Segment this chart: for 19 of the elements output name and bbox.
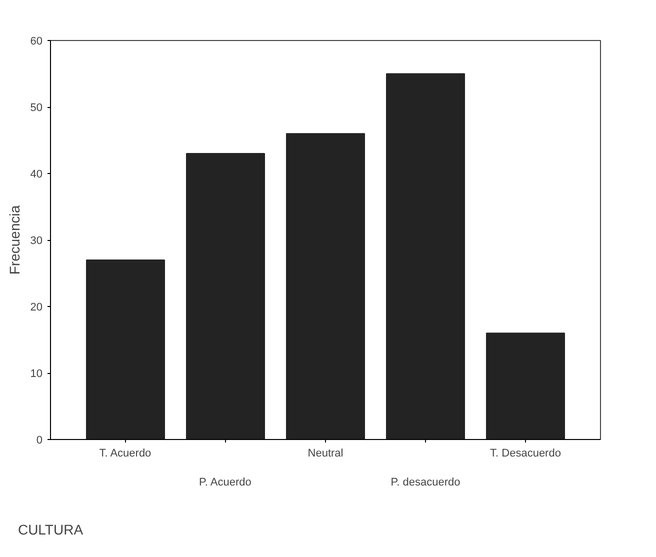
x-tick-label: P. desacuerdo: [390, 476, 460, 488]
y-tick-label: 10: [30, 368, 43, 380]
bar: [286, 133, 365, 440]
x-tick-label: P. Acuerdo: [199, 476, 252, 488]
y-tick-label: 30: [30, 235, 43, 247]
y-tick-label: 60: [30, 36, 43, 48]
y-axis-title: Frecuencia: [6, 205, 22, 275]
x-tick-label: T. Desacuerdo: [490, 448, 561, 460]
x-axis-title: CULTURA: [18, 521, 84, 538]
bar: [386, 73, 465, 440]
y-tick-label: 0: [36, 434, 43, 446]
x-tick-label: Neutral: [308, 448, 344, 460]
bar: [486, 332, 565, 440]
y-tick-label: 40: [30, 168, 43, 180]
y-tick-label: 20: [30, 302, 43, 314]
bar: [86, 259, 165, 440]
x-tick-label: T. Acuerdo: [99, 448, 152, 460]
bar: [186, 153, 265, 440]
y-tick-label: 50: [30, 102, 43, 114]
